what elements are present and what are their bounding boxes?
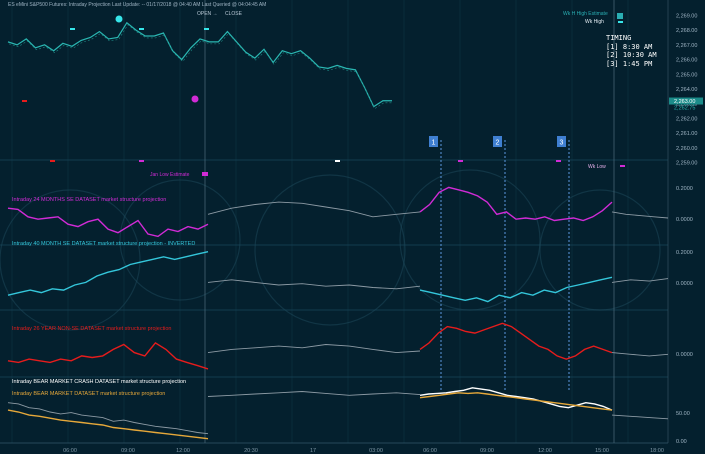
x-tick-label: 15:00 [595,448,609,454]
level-marker [618,21,623,23]
watermark-arc [399,169,541,311]
panel2-axis-label: 0.2000 [676,250,693,256]
wk-high-label: Wk High [585,19,604,25]
level-marker [458,160,463,162]
level-marker [335,160,340,162]
open-label: OPEN → [197,11,218,17]
panel2-axis-label: 0.0000 [676,281,693,287]
panel4-axis-label: 50.00 [676,411,690,417]
timing-box: TIMING [1] 8:30 AM [2] 10:30 AM [3] 1:45… [606,34,657,68]
panel2-series-cyan-2 [419,276,613,303]
panel4-series-orange-4 [419,392,613,411]
x-tick-label: 03:00 [369,448,383,454]
timing-item-2: [2] 10:30 AM [606,51,657,59]
panel2-series-grey-1 [207,279,421,290]
wk-high-estimate-label: Wk H High Estimate [563,11,608,17]
magenta-dot-marker [191,95,199,103]
jan-low-label: Jan Low Estimate [150,172,190,178]
x-tick-label: 06:00 [423,448,437,454]
price-tick-label: 2,264.00 [676,87,697,93]
x-tick-label: 18:00 [650,448,664,454]
price-tick-label: 2,260.00 [676,146,697,152]
x-tick-label: 09:00 [121,448,135,454]
wk-low-label: Wk Low [588,164,606,170]
timing-title: TIMING [606,34,632,42]
level-marker [556,160,561,162]
panel3-series-grey-1 [207,344,421,354]
price-series-line [7,21,392,108]
x-tick-label: 09:00 [480,448,494,454]
chart-header-title: ES eMini S&P500 Futures: Intraday Projec… [8,2,267,8]
price-tick-label: 2,265.00 [676,72,697,78]
panel1-axis-label: 0.0000 [676,217,693,223]
price-tick-label: 2,268.00 [676,28,697,34]
level-marker [22,100,27,102]
open-close-labels: OPEN → CLOSE [197,11,248,17]
watermark-arc [0,189,141,331]
panel4-axis-label: 0.00 [676,439,687,445]
price-tick-label: 2,261.00 [676,131,697,137]
panel3-axis-label: 0.0000 [676,352,693,358]
timing-marker-2 [493,136,502,147]
right-axis [668,0,705,454]
current-price-label: 2,263.00 [674,99,695,105]
cyan-dot-marker [115,15,123,23]
panel1-series-magenta-2 [419,186,613,222]
panel1-title: Intraday 24 MONTHS SE DATASET market str… [12,197,166,203]
level-marker [139,160,144,162]
level-marker [50,160,55,162]
panel2-title: Intraday 40 MONTH SE DATASET market stru… [12,241,195,247]
close-label: CLOSE [224,11,242,17]
timing-marker-1 [429,136,438,147]
panel3-series-red-0 [7,341,209,370]
panel4-series-orange-1 [7,409,209,440]
x-tick-label: 12:00 [176,448,190,454]
panel1-axis-label: 0.2000 [676,186,693,192]
panel4-series-white-3 [419,387,613,411]
price-tick-label: 2,269.00 [676,13,697,19]
panel3-series-grey-3 [611,352,669,357]
price-tick-label: 2,267.00 [676,43,697,49]
panel4-series-grey-0 [7,402,209,435]
timing-item-1: [1] 8:30 AM [606,42,653,51]
price-tick-label: 2,259.00 [676,161,697,167]
x-tick-label: 06:00 [63,448,77,454]
panel3-series-red-2 [419,322,613,360]
panel3-title: Intraday 26 YEAR NON-SE DATASET market s… [12,326,171,332]
watermark-arc [119,179,241,301]
timing-marker-3 [557,136,566,147]
timing-marker-label-1: 1 [432,140,436,147]
timing-marker-label-2: 2 [496,140,500,147]
watermark-arc [254,174,406,326]
panel1-series-grey-1 [207,201,421,218]
panel1-series-grey-3 [611,211,669,219]
current-price-box [669,97,703,105]
panel2-series-grey-3 [611,278,669,283]
panel4-title: Intraday BEAR MARKET CRASH DATASET marke… [12,379,186,385]
current-price-label-2: 2,262.75 [674,106,695,112]
jan-low-marker [202,172,208,176]
timing-marker-label-3: 3 [560,140,564,147]
x-tick-label: 17 [310,448,316,454]
watermark-arc [539,189,661,311]
panel4-series-grey-5 [611,414,669,420]
level-marker [620,165,625,167]
price-series-shadow [8,24,393,110]
panel2-series-cyan-0 [7,251,209,296]
wk-high-estimate-marker [617,13,623,19]
price-tick-label: 2,266.00 [676,58,697,64]
price-tick-label: 2,262.00 [676,116,697,122]
panel4-series-grey-2 [207,391,421,397]
level-marker [70,28,75,30]
level-marker [204,28,209,30]
panel4-title-2: Intraday BEAR MARKET DATASET market stru… [12,391,165,397]
level-marker [139,28,144,30]
price-tick-label: 2,263.00 [676,102,697,108]
x-tick-label: 12:00 [538,448,552,454]
x-tick-label: 20:30 [244,448,258,454]
timing-item-3: [3] 1:45 PM [606,59,653,68]
panel1-series-magenta-0 [7,207,209,238]
